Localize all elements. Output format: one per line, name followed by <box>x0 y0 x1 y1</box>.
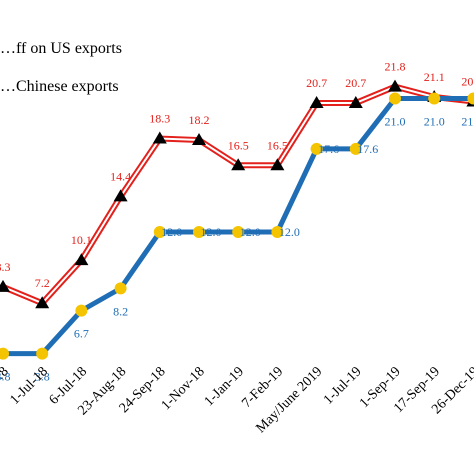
red-point <box>388 79 402 92</box>
red-data-label: 7.2 <box>35 276 50 290</box>
x-tick-label: 1-Jul-18 <box>7 364 51 408</box>
red-data-label: 14.4 <box>110 169 131 183</box>
blue-point <box>349 142 362 155</box>
blue-point <box>36 347 49 360</box>
legend: …ff on US exports …Chinese exports <box>0 40 122 95</box>
legend-label-blue: …Chinese exports <box>0 78 119 95</box>
red-point <box>113 189 128 202</box>
x-tick-label: …8 <box>0 364 12 389</box>
red-data-label: 16.5 <box>267 138 288 152</box>
red-data-label: 8.3 <box>0 260 11 274</box>
blue-point <box>310 142 323 155</box>
red-data-label: 20… <box>461 74 474 88</box>
red-point <box>74 253 89 266</box>
blue-data-label: 12.0 <box>279 225 300 239</box>
red-data-label: 16.5 <box>228 138 249 152</box>
legend-label-red: …ff on US exports <box>0 40 122 57</box>
blue-point <box>467 92 474 105</box>
blue-point <box>75 304 88 317</box>
blue-data-label: 21.0 <box>385 115 406 129</box>
red-data-label: 18.2 <box>189 113 210 127</box>
red-data-label: 21.8 <box>385 60 406 74</box>
red-point <box>35 296 50 309</box>
blue-point <box>428 92 441 105</box>
blue-data-label: 6.7 <box>74 327 89 341</box>
series-line-blue <box>3 96 474 357</box>
series-line-red-core <box>2 85 474 305</box>
blue-data-label: 21… <box>461 115 474 129</box>
blue-data-label: 12.0 <box>201 225 222 239</box>
red-point <box>152 131 167 144</box>
red-data-label: 20.7 <box>345 76 366 90</box>
blue-point <box>0 347 9 360</box>
blue-data-label: 17.6 <box>357 142 378 156</box>
blue-data-label: 21.0 <box>424 115 445 129</box>
red-point <box>192 133 206 146</box>
blue-data-label: 12.0 <box>240 225 261 239</box>
blue-point <box>389 92 401 105</box>
red-point <box>231 158 246 171</box>
blue-point <box>153 226 166 238</box>
red-point <box>348 95 363 108</box>
blue-data-label: 3.8 <box>35 370 50 384</box>
red-data-label: 21.1 <box>424 70 445 84</box>
red-point <box>0 279 10 292</box>
blue-data-label: 8.2 <box>113 304 128 318</box>
blue-point <box>271 226 284 238</box>
blue-data-label: 3.8 <box>0 370 11 384</box>
red-data-label: 10.1 <box>71 233 92 247</box>
blue-point <box>232 226 245 238</box>
red-point <box>309 95 324 108</box>
red-point <box>270 158 285 171</box>
blue-point <box>193 226 205 238</box>
blue-data-label: 17.6 <box>318 142 339 156</box>
blue-data-label: 12.0 <box>161 225 182 239</box>
red-data-label: 20.7 <box>306 76 327 90</box>
x-tick-label: 1-Nov-18 <box>159 364 208 413</box>
blue-point <box>114 282 127 295</box>
red-data-label: 18.3 <box>149 112 170 126</box>
